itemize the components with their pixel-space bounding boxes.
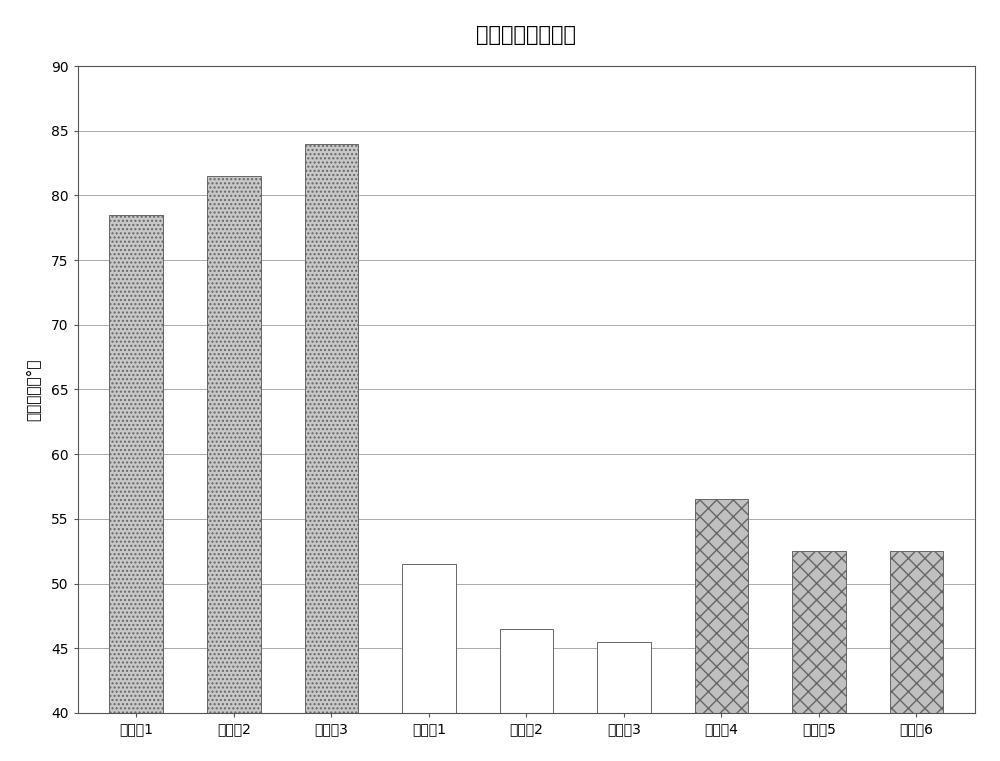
Bar: [207, 176, 261, 713]
Bar: [305, 144, 358, 713]
Bar: [695, 499, 748, 713]
Bar: [890, 551, 943, 713]
Bar: [500, 629, 553, 713]
Bar: [402, 564, 456, 713]
Bar: [109, 215, 163, 713]
Bar: [792, 551, 846, 713]
Title: 水接触角测定结果: 水接触角测定结果: [476, 25, 576, 45]
Bar: [597, 642, 651, 713]
Y-axis label: 水接触角（°）: 水接触角（°）: [25, 358, 40, 421]
